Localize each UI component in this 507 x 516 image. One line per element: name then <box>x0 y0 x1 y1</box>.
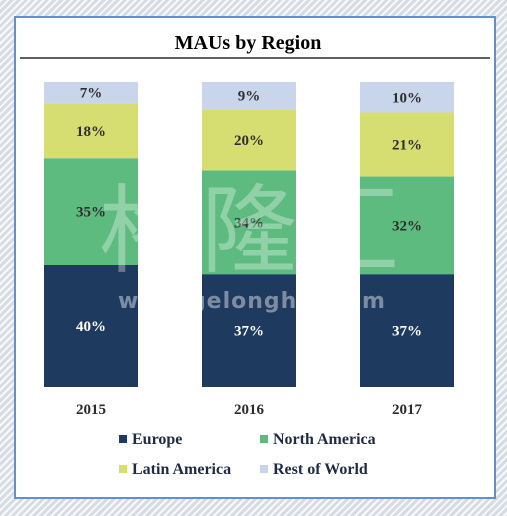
data-label-europe-2015: 40% <box>76 319 106 335</box>
data-label-latin-america-2016: 20% <box>234 133 264 149</box>
data-label-europe-2017: 37% <box>392 324 422 340</box>
bar-europe-2015 <box>44 265 138 387</box>
data-label-rest-of-world-2015: 7% <box>80 86 103 102</box>
bar-rest-of-world-2015 <box>44 82 138 104</box>
legend-swatch-rest-of-world <box>260 465 268 473</box>
bar-north-america-2017 <box>360 176 454 275</box>
data-label-europe-2016: 37% <box>234 324 264 340</box>
watermark-text: 格隆汇 <box>99 175 405 287</box>
bar-latin-america-2015 <box>44 103 138 159</box>
legend-swatch-latin-america <box>119 465 127 473</box>
chart-title: MAUs by Region <box>175 32 322 54</box>
x-tick-label-2015: 2015 <box>76 402 106 418</box>
data-label-latin-america-2015: 18% <box>76 124 106 140</box>
bar-rest-of-world-2016 <box>202 82 296 110</box>
bars-group: 40% 35% 18% 7% 37% 34% 20% 9% 37% 32% 21% 10% <box>44 82 454 387</box>
bar-europe-2016 <box>202 274 296 387</box>
x-tick-label-2016: 2016 <box>234 402 265 418</box>
watermark: 格隆汇 www.gelonghui.com <box>99 175 405 314</box>
category-axis-labels: 2015 2016 2017 <box>76 402 423 418</box>
legend: Europe North America Latin America Rest of … <box>119 431 376 478</box>
legend-label-europe: Europe <box>132 431 182 448</box>
data-label-latin-america-2017: 21% <box>392 138 422 154</box>
legend-swatch-north-america <box>260 435 268 443</box>
legend-label-rest-of-world: Rest of World <box>273 461 368 478</box>
data-label-north-america-2016: 34% <box>234 215 264 231</box>
watermark-url: www.gelonghui.com <box>118 289 386 314</box>
legend-swatch-europe <box>119 435 127 443</box>
bar-north-america-2016 <box>202 170 296 275</box>
data-label-north-america-2015: 35% <box>76 205 106 221</box>
data-label-north-america-2017: 32% <box>392 218 422 234</box>
chart-frame: MAUs by Region 40% 35% 18% 7% 37% 34% 20% 9% 37%… <box>14 16 496 499</box>
x-tick-label-2017: 2017 <box>392 402 423 418</box>
data-label-rest-of-world-2016: 9% <box>238 89 261 105</box>
bar-latin-america-2017 <box>360 112 454 177</box>
bar-europe-2017 <box>360 274 454 387</box>
legend-label-north-america: North America <box>273 431 376 448</box>
stacked-bar-chart: MAUs by Region 40% 35% 18% 7% 37% 34% 20% 9% 37%… <box>20 32 490 478</box>
bar-latin-america-2016 <box>202 109 296 171</box>
data-label-rest-of-world-2017: 10% <box>392 90 422 106</box>
bar-north-america-2015 <box>44 158 138 265</box>
bar-rest-of-world-2017 <box>360 82 454 113</box>
legend-label-latin-america: Latin America <box>132 461 231 478</box>
